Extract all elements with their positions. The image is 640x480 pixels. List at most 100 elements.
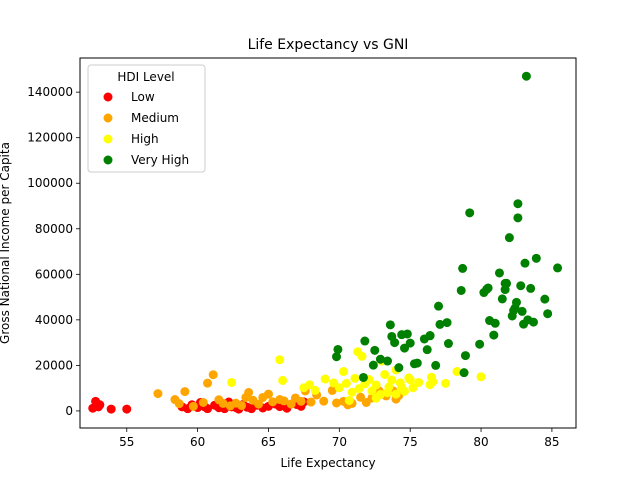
legend-title: HDI Level <box>117 70 174 84</box>
point-very-high <box>543 309 553 319</box>
point-very-high <box>434 301 444 311</box>
point-high <box>441 378 451 388</box>
point-very-high <box>490 318 500 328</box>
legend: HDI Level Low Medium High Very High <box>87 64 206 173</box>
point-very-high <box>390 338 400 348</box>
point-very-high <box>383 356 393 366</box>
point-very-high <box>497 294 507 304</box>
legend-marker-medium <box>103 113 113 123</box>
point-very-high <box>526 283 536 293</box>
legend-label-low: Low <box>131 90 155 104</box>
x-tick-label: 65 <box>261 435 276 449</box>
y-tick-label: 0 <box>65 404 73 418</box>
point-very-high <box>521 71 531 81</box>
point-high <box>397 382 407 392</box>
point-medium <box>279 396 289 406</box>
point-very-high <box>517 306 527 316</box>
x-tick-label: 60 <box>190 435 205 449</box>
point-medium <box>244 387 254 397</box>
point-medium <box>319 396 329 406</box>
legend-label-high: High <box>131 132 159 146</box>
point-very-high <box>509 306 519 316</box>
legend-marker-low <box>103 92 113 102</box>
y-tick-label: 80000 <box>35 222 73 236</box>
point-high <box>278 375 288 385</box>
point-very-high <box>494 268 504 278</box>
point-very-high <box>360 336 370 346</box>
point-high <box>350 373 360 383</box>
point-very-high <box>459 368 469 378</box>
point-very-high <box>435 319 445 329</box>
point-very-high <box>489 330 499 340</box>
x-tick-label: 55 <box>119 435 134 449</box>
point-very-high <box>513 199 523 209</box>
point-medium <box>332 398 342 408</box>
point-medium <box>208 370 218 380</box>
point-medium <box>356 392 366 402</box>
point-very-high <box>375 354 385 364</box>
chart-title: Life Expectancy vs GNI <box>248 37 409 53</box>
point-low <box>122 404 132 414</box>
legend-label-very-high: Very High <box>131 153 189 167</box>
x-tick-label: 75 <box>403 435 418 449</box>
point-high <box>320 374 330 384</box>
point-medium <box>218 398 228 408</box>
y-tick-label: 140000 <box>27 85 73 99</box>
y-tick-label: 40000 <box>35 313 73 327</box>
point-high <box>339 367 349 377</box>
plot-area <box>88 71 563 414</box>
point-medium <box>174 399 184 409</box>
y-tick-label: 120000 <box>27 131 73 145</box>
y-tick-label: 60000 <box>35 267 73 281</box>
point-very-high <box>405 338 415 348</box>
x-tick-label: 80 <box>473 435 488 449</box>
point-high <box>341 378 351 388</box>
point-high <box>428 377 438 387</box>
point-medium <box>268 397 278 407</box>
point-very-high <box>520 258 530 268</box>
point-very-high <box>332 352 342 362</box>
point-very-high <box>385 320 395 330</box>
point-medium <box>254 399 264 409</box>
point-high <box>305 380 315 390</box>
point-low <box>106 404 116 414</box>
point-medium <box>188 401 198 411</box>
point-medium <box>327 385 337 395</box>
point-medium <box>180 387 190 397</box>
point-medium <box>306 397 316 407</box>
point-very-high <box>431 360 441 370</box>
point-very-high <box>528 317 538 327</box>
point-very-high <box>333 344 343 354</box>
point-very-high <box>397 330 407 340</box>
point-very-high <box>425 331 435 341</box>
point-very-high <box>394 363 404 373</box>
point-very-high <box>511 297 521 307</box>
point-very-high <box>482 284 492 294</box>
legend-marker-very-high <box>103 155 113 165</box>
legend-marker-high <box>103 134 113 144</box>
point-high <box>414 377 424 387</box>
x-tick-label: 70 <box>332 435 347 449</box>
point-medium <box>203 378 213 388</box>
point-high <box>383 388 393 398</box>
point-very-high <box>553 263 563 273</box>
point-very-high <box>519 319 529 329</box>
point-very-high <box>368 360 378 370</box>
point-high <box>387 375 397 385</box>
y-tick-label: 20000 <box>35 358 73 372</box>
x-tick-label: 85 <box>544 435 559 449</box>
plot-frame <box>79 57 577 429</box>
y-axis-ticks: 0 20000 40000 60000 80000 100000 120000 140000 <box>27 85 80 418</box>
point-high <box>476 372 486 382</box>
point-very-high <box>465 208 475 218</box>
x-axis-ticks: 55 60 65 70 75 80 85 <box>119 428 560 449</box>
point-very-high <box>504 233 514 243</box>
point-high <box>371 393 381 403</box>
point-medium <box>263 389 273 399</box>
point-very-high <box>540 294 550 304</box>
point-very-high <box>412 358 422 368</box>
point-high <box>347 387 357 397</box>
point-very-high <box>460 351 470 361</box>
point-medium <box>153 389 163 399</box>
